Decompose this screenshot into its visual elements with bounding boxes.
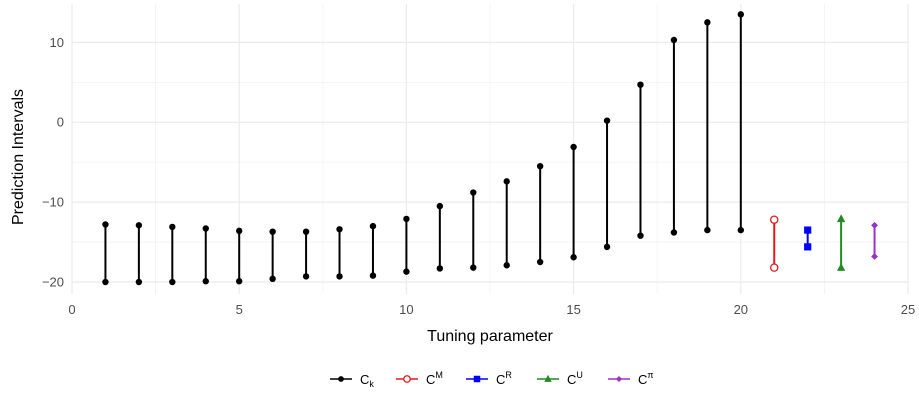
interval-upper-point <box>269 228 276 235</box>
legend-label: CR <box>496 370 512 387</box>
interval-lower-point <box>169 278 176 286</box>
interval-lower-point <box>670 229 678 236</box>
interval-lower-point <box>804 243 812 251</box>
legend-key-marker <box>403 375 411 383</box>
interval-upper-point <box>302 228 310 235</box>
interval-lower-point <box>836 263 846 271</box>
interval-upper-point <box>536 162 544 170</box>
legend-key-marker <box>544 374 552 382</box>
y-tick-label: −20 <box>42 275 64 290</box>
tick-labels: 0 5 10 15 20 25 −20 −10 0 10 <box>42 35 915 317</box>
interval-upper-point <box>135 222 143 229</box>
x-tick-label: 20 <box>734 302 748 317</box>
y-tick-label: −10 <box>42 195 64 210</box>
interval-upper-point <box>670 36 678 44</box>
legend-key-marker <box>338 376 344 382</box>
y-axis-title: Prediction Intervals <box>10 89 27 225</box>
x-axis-title: Tuning parameter <box>427 328 553 345</box>
interval-lower-point <box>236 278 243 285</box>
x-tick-label: 0 <box>68 302 75 317</box>
interval-upper-point <box>436 202 444 210</box>
interval-lower-point <box>503 262 510 269</box>
interval-lower-point <box>769 263 779 272</box>
y-tick-label: 0 <box>57 115 64 130</box>
interval-upper-point <box>804 226 812 234</box>
interval-lower-point <box>536 258 544 266</box>
interval-lower-point <box>570 254 577 261</box>
x-tick-label: 5 <box>236 302 243 317</box>
interval-upper-point <box>336 226 343 233</box>
interval-upper-point <box>169 223 176 231</box>
interval-lower-point <box>269 275 276 283</box>
interval-lower-point <box>135 278 143 286</box>
interval-upper-point <box>603 117 611 124</box>
interval-upper-point <box>836 214 846 223</box>
interval-lower-point <box>302 273 310 280</box>
interval-upper-point <box>102 221 109 228</box>
interval-lower-point <box>202 278 209 285</box>
x-tick-label: 10 <box>399 302 413 317</box>
legend-label: Ck <box>360 372 374 389</box>
interval-upper-point <box>737 11 744 18</box>
interval-upper-point <box>704 19 711 26</box>
legend: Ck CM CR CU Cπ <box>330 370 654 389</box>
interval-lower-point <box>436 265 444 272</box>
interval-lower-point <box>871 253 878 260</box>
interval-upper-point <box>236 227 243 235</box>
legend-key-marker <box>473 375 481 383</box>
grid <box>71 4 909 294</box>
interval-upper-point <box>871 221 878 229</box>
interval-lower-point <box>470 264 477 271</box>
interval-lower-point <box>704 226 711 234</box>
interval-upper-point <box>637 81 644 88</box>
interval-upper-point <box>570 143 577 151</box>
interval-lower-point <box>737 226 744 234</box>
x-tick-label: 15 <box>566 302 580 317</box>
x-tick-label: 25 <box>901 302 915 317</box>
interval-lower-point <box>637 232 644 239</box>
interval-upper-point <box>470 189 477 196</box>
interval-lower-point <box>102 278 109 286</box>
legend-key-marker <box>615 375 623 383</box>
legend-label: Cπ <box>638 370 654 387</box>
interval-upper-point <box>503 178 510 185</box>
interval-upper-point <box>769 215 779 224</box>
interval-upper-point <box>403 215 410 223</box>
interval-marks <box>102 11 878 286</box>
interval-upper-point <box>369 222 377 230</box>
legend-label: CU <box>567 370 583 387</box>
interval-lower-point <box>336 273 343 280</box>
y-tick-label: 10 <box>50 35 64 50</box>
interval-lower-point <box>603 243 611 251</box>
legend-label: CM <box>426 370 443 387</box>
interval-lower-point <box>369 272 377 279</box>
interval-upper-point <box>202 225 209 232</box>
interval-lower-point <box>403 268 410 275</box>
